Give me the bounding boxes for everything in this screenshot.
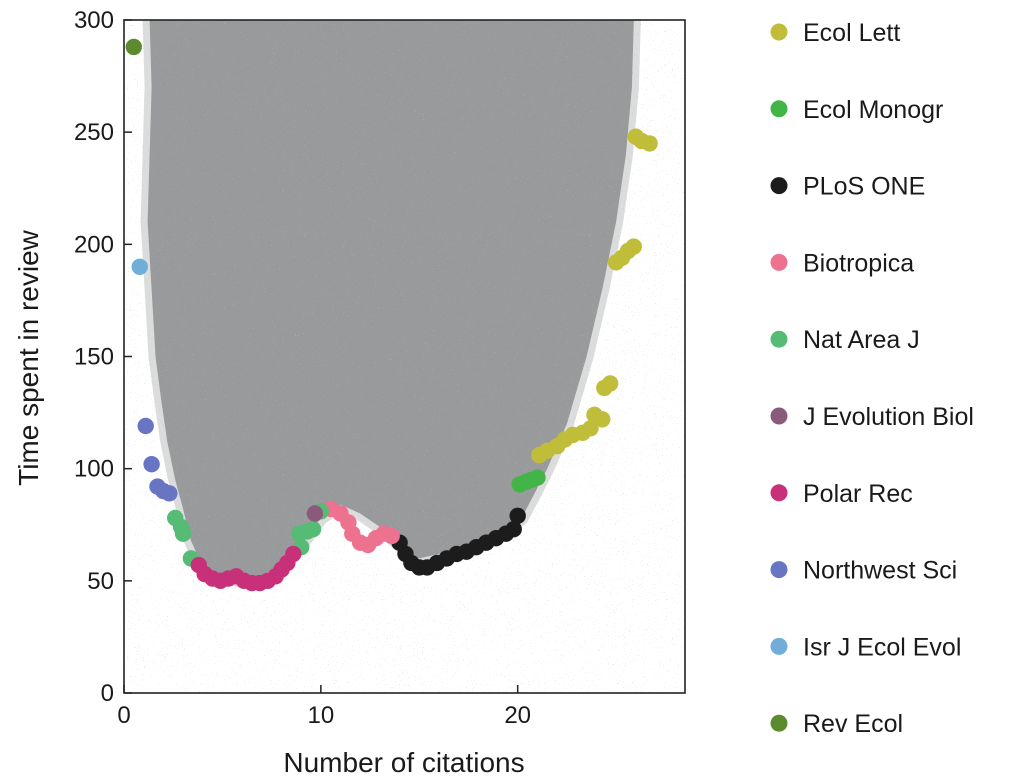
legend-label: J Evolution Biol [803, 403, 974, 431]
legend-item-polar-rec: Polar Rec [770, 480, 913, 508]
point-plos-one [509, 507, 526, 524]
point-ecol-lett [625, 238, 642, 255]
legend-label: Nat Area J [803, 326, 920, 354]
y-axis: 0 50 100 150 200 250 300 [74, 7, 132, 707]
point-nat-area-j [174, 525, 192, 542]
legend-marker [770, 561, 788, 579]
point-ecol-lett [594, 411, 611, 428]
point-ecol-lett [641, 135, 658, 152]
legend-item-rev-ecol: Rev Ecol [770, 710, 903, 738]
x-tick-label: 10 [307, 702, 334, 729]
legend-item-isr-j-ecol-evol: Isr J Ecol Evol [770, 633, 961, 661]
legend-label: Biotropica [803, 249, 914, 277]
simulation-cloud [124, 20, 685, 693]
point-j-evolution-biol [306, 505, 324, 522]
x-tick-label: 0 [117, 702, 130, 729]
point-ecol-monogr [529, 469, 546, 486]
legend-marker [770, 100, 788, 118]
legend-item-northwest-sci: Northwest Sci [770, 557, 957, 585]
legend-label: Ecol Monogr [803, 96, 943, 124]
legend-label: Rev Ecol [803, 710, 903, 738]
y-tick-label: 250 [74, 119, 114, 146]
point-northwest-sci [137, 417, 154, 435]
legend: Ecol Lett Ecol Monogr PLoS ONE Biotropica Na… [770, 19, 974, 738]
legend-label: Ecol Lett [803, 19, 900, 47]
point-biotropica [383, 527, 400, 545]
point-plos-one [505, 521, 522, 538]
legend-marker [770, 637, 788, 655]
legend-marker [770, 253, 788, 271]
legend-item-ecol-monogr: Ecol Monogr [770, 96, 943, 124]
legend-label: Isr J Ecol Evol [803, 633, 961, 661]
y-axis-title: Time spent in review [13, 229, 44, 485]
y-tick-label: 150 [74, 344, 114, 371]
point-isr-j-ecol-evol [131, 258, 148, 275]
legend-marker [770, 330, 788, 348]
y-tick-label: 200 [74, 231, 114, 258]
y-tick-label: 300 [74, 7, 114, 34]
legend-marker [770, 714, 788, 732]
cloud-speckle [124, 20, 685, 693]
legend-marker [770, 23, 788, 41]
data-points [125, 38, 658, 592]
y-tick-label: 0 [101, 680, 114, 707]
legend-label: Polar Rec [803, 480, 913, 508]
point-ecol-lett [582, 420, 599, 437]
x-axis: 0 10 20 [117, 685, 531, 729]
legend-item-j-evolution-biol: J Evolution Biol [770, 403, 974, 431]
legend-item-plos-one: PLoS ONE [770, 173, 925, 201]
point-ecol-lett [602, 375, 619, 392]
legend-marker [770, 177, 788, 195]
legend-label: Northwest Sci [803, 557, 957, 585]
point-northwest-sci [143, 456, 160, 473]
y-tick-label: 100 [74, 456, 114, 483]
legend-marker [770, 407, 788, 425]
legend-item-biotropica: Biotropica [770, 249, 914, 277]
point-nat-area-j [304, 521, 322, 538]
legend-label: PLoS ONE [803, 173, 925, 201]
legend-marker [770, 484, 788, 502]
point-northwest-sci [161, 485, 178, 502]
legend-item-ecol-lett: Ecol Lett [770, 19, 900, 47]
x-tick-label: 20 [504, 702, 531, 729]
y-tick-label: 50 [87, 568, 114, 595]
x-axis-title: Number of citations [283, 747, 524, 777]
point-polar-rec [285, 545, 302, 563]
point-rev-ecol [125, 38, 142, 56]
legend-item-nat-area-j: Nat Area J [770, 326, 920, 354]
